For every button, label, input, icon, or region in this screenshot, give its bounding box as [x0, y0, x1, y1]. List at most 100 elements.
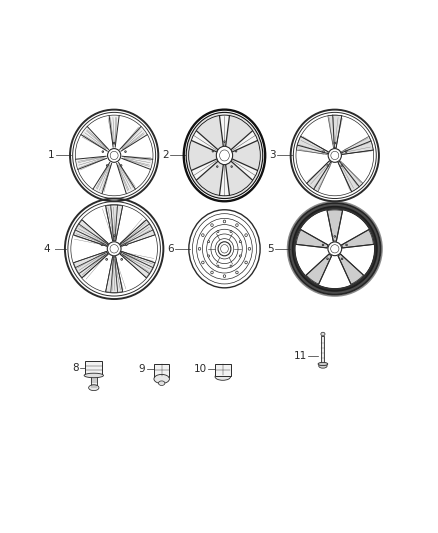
Ellipse shape	[88, 385, 99, 391]
Ellipse shape	[223, 274, 226, 278]
Polygon shape	[120, 252, 155, 278]
Ellipse shape	[106, 165, 108, 166]
Ellipse shape	[289, 203, 381, 295]
FancyBboxPatch shape	[154, 364, 170, 376]
Text: 11: 11	[293, 351, 307, 361]
Polygon shape	[74, 220, 108, 246]
Text: 10: 10	[193, 364, 206, 374]
Polygon shape	[117, 163, 135, 193]
Bar	[321, 336, 324, 364]
Ellipse shape	[345, 151, 347, 152]
Polygon shape	[327, 210, 343, 241]
Ellipse shape	[154, 374, 170, 383]
Ellipse shape	[328, 242, 342, 256]
Bar	[91, 375, 97, 387]
Ellipse shape	[113, 235, 115, 237]
Polygon shape	[75, 156, 107, 169]
Ellipse shape	[201, 261, 204, 264]
Polygon shape	[297, 136, 328, 155]
Polygon shape	[120, 220, 155, 246]
Ellipse shape	[321, 332, 325, 336]
Ellipse shape	[295, 209, 374, 289]
Ellipse shape	[224, 141, 225, 142]
Ellipse shape	[102, 151, 104, 152]
Polygon shape	[296, 230, 328, 248]
Polygon shape	[106, 205, 123, 241]
Ellipse shape	[208, 240, 210, 243]
Ellipse shape	[216, 146, 233, 165]
Ellipse shape	[235, 150, 237, 152]
Ellipse shape	[218, 242, 231, 256]
Ellipse shape	[245, 261, 247, 264]
Text: 2: 2	[162, 150, 169, 160]
Ellipse shape	[107, 242, 121, 256]
Polygon shape	[230, 158, 258, 180]
Ellipse shape	[212, 150, 214, 152]
Polygon shape	[219, 116, 230, 148]
Ellipse shape	[208, 255, 210, 257]
Polygon shape	[81, 126, 109, 151]
Polygon shape	[307, 161, 332, 192]
FancyBboxPatch shape	[85, 361, 102, 375]
Text: 9: 9	[139, 364, 145, 374]
Ellipse shape	[236, 224, 238, 227]
Ellipse shape	[322, 244, 324, 246]
Text: 4: 4	[43, 244, 49, 254]
Ellipse shape	[187, 114, 262, 198]
Ellipse shape	[231, 166, 233, 167]
Polygon shape	[74, 252, 108, 278]
Text: 8: 8	[72, 362, 78, 373]
Ellipse shape	[101, 244, 103, 246]
Ellipse shape	[159, 381, 165, 385]
Ellipse shape	[84, 373, 103, 378]
Ellipse shape	[236, 271, 238, 274]
Polygon shape	[191, 131, 219, 152]
Polygon shape	[342, 230, 374, 248]
Ellipse shape	[293, 207, 377, 291]
Ellipse shape	[230, 230, 232, 232]
Text: 3: 3	[269, 150, 276, 160]
Polygon shape	[338, 254, 364, 284]
Ellipse shape	[346, 244, 347, 246]
Ellipse shape	[215, 373, 230, 380]
Ellipse shape	[294, 208, 375, 289]
Ellipse shape	[120, 165, 122, 166]
Ellipse shape	[239, 240, 241, 243]
Ellipse shape	[323, 151, 324, 152]
Polygon shape	[230, 131, 258, 152]
Ellipse shape	[217, 265, 219, 267]
Ellipse shape	[113, 142, 115, 144]
Ellipse shape	[106, 259, 107, 260]
Ellipse shape	[319, 364, 327, 368]
Polygon shape	[109, 115, 119, 147]
Polygon shape	[328, 115, 342, 148]
Polygon shape	[106, 257, 123, 293]
Polygon shape	[93, 163, 112, 193]
Ellipse shape	[216, 166, 218, 167]
Ellipse shape	[198, 247, 201, 250]
Ellipse shape	[248, 247, 251, 250]
FancyBboxPatch shape	[215, 364, 230, 376]
Ellipse shape	[327, 258, 328, 260]
Ellipse shape	[318, 362, 328, 366]
Ellipse shape	[334, 236, 336, 237]
Ellipse shape	[223, 220, 226, 223]
Ellipse shape	[125, 151, 126, 152]
Ellipse shape	[201, 234, 204, 237]
Ellipse shape	[211, 271, 213, 274]
Ellipse shape	[341, 165, 343, 166]
Polygon shape	[120, 126, 148, 151]
Ellipse shape	[108, 149, 121, 163]
Text: 6: 6	[167, 244, 173, 254]
Text: 5: 5	[267, 244, 274, 254]
Ellipse shape	[334, 142, 336, 144]
Polygon shape	[306, 254, 332, 284]
Polygon shape	[338, 161, 363, 192]
Text: 1: 1	[48, 150, 55, 160]
Ellipse shape	[121, 259, 123, 260]
Ellipse shape	[230, 265, 232, 267]
Ellipse shape	[341, 258, 343, 260]
Ellipse shape	[125, 244, 127, 246]
Ellipse shape	[245, 234, 247, 237]
Ellipse shape	[327, 165, 328, 166]
